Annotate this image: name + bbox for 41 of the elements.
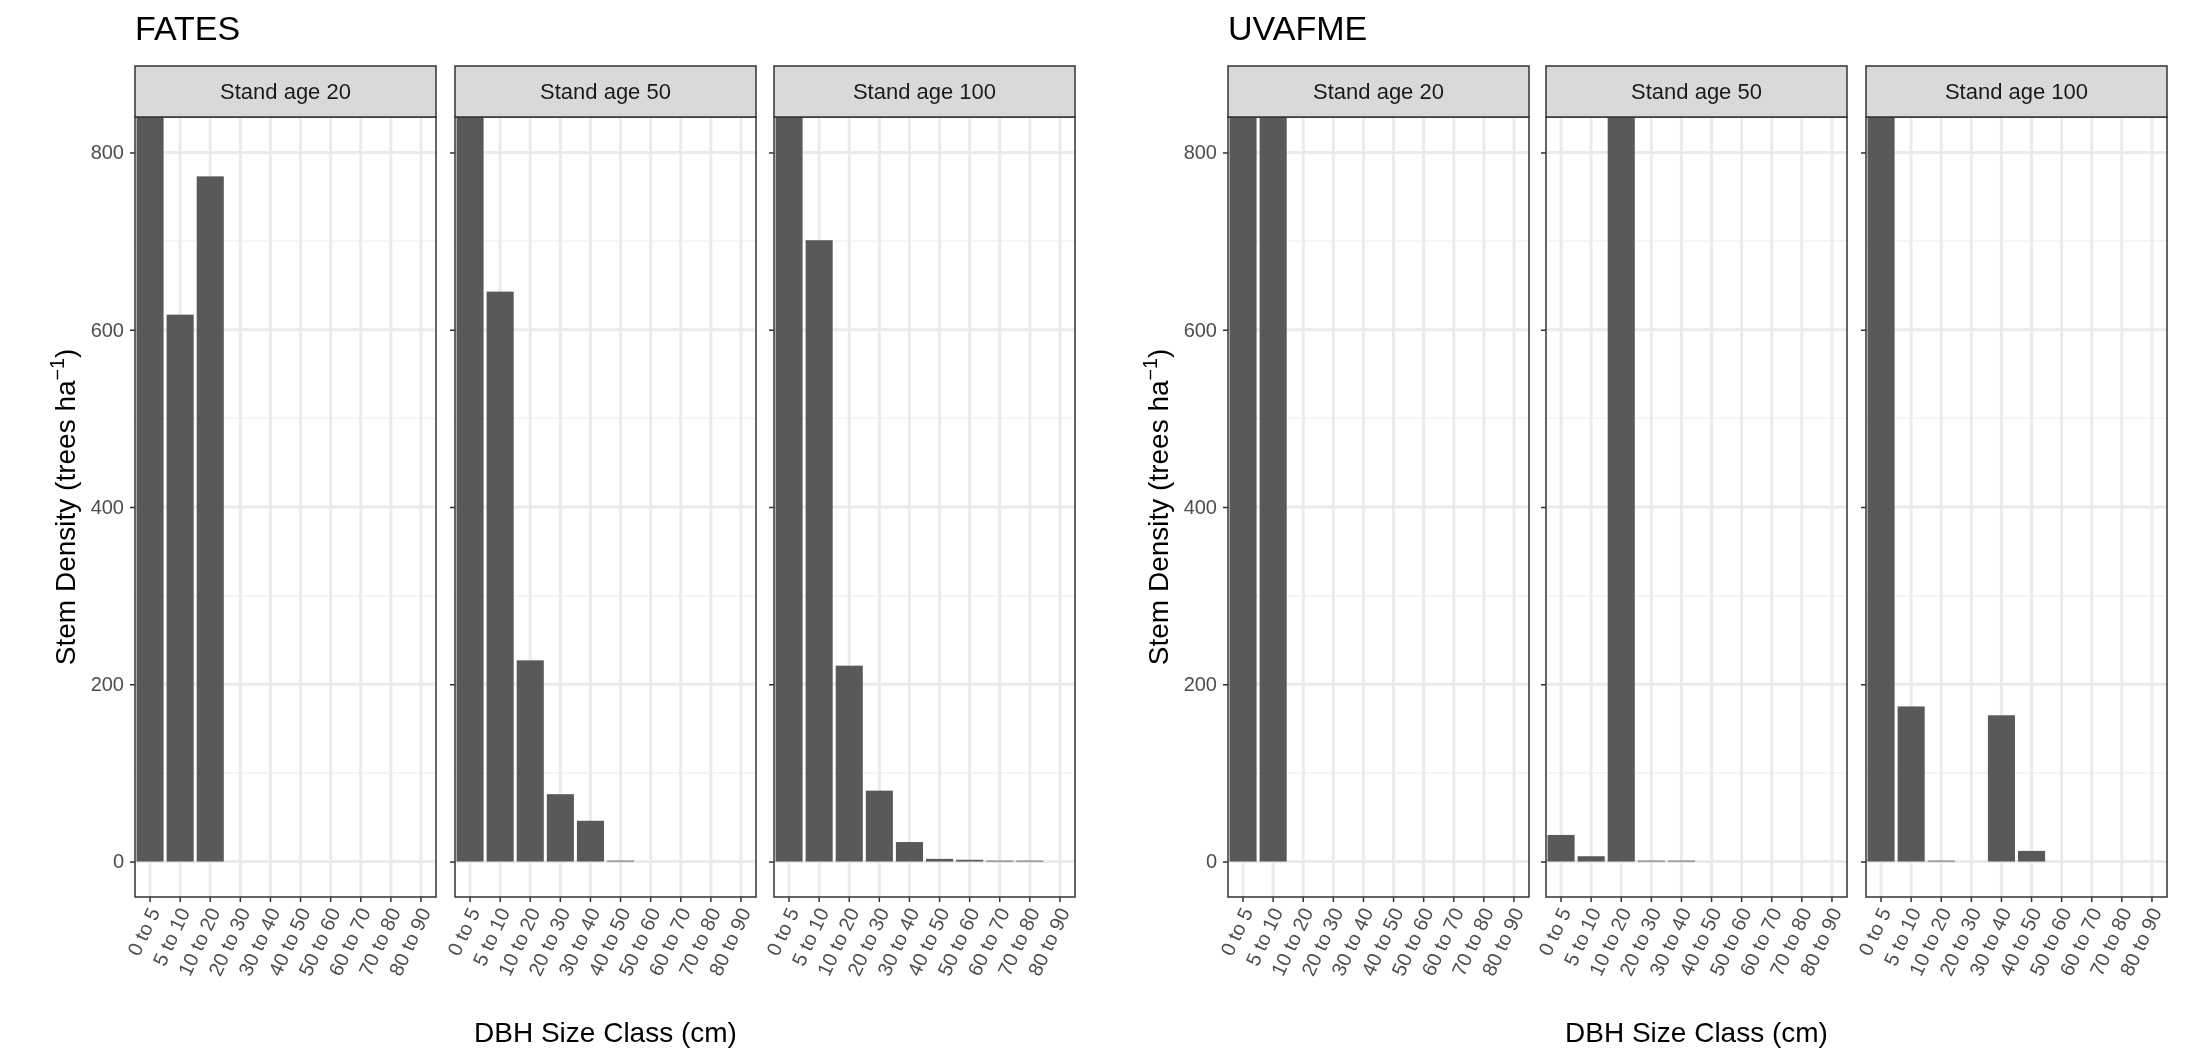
y-tick-label: 800 <box>1183 141 1217 164</box>
bar <box>486 291 514 862</box>
chart-title: Stand age 20 <box>1313 79 1444 104</box>
bar <box>865 790 893 862</box>
bar <box>516 660 544 862</box>
text: FATES <box>135 9 241 47</box>
y-tick-label: 600 <box>1183 318 1217 341</box>
bar <box>835 665 863 862</box>
bar <box>546 794 574 862</box>
chart-title: Stand age 100 <box>1944 79 2089 104</box>
text: UVAFME <box>1228 9 1368 47</box>
bar <box>926 858 954 862</box>
bar <box>196 176 224 862</box>
bar <box>1607 117 1635 862</box>
bar <box>576 820 604 862</box>
bar <box>136 117 164 862</box>
chart-title: Stand age 50 <box>540 79 671 104</box>
y-tick-label: 0 <box>112 850 124 873</box>
y-tick-label: 400 <box>90 495 124 518</box>
bar <box>1547 834 1575 862</box>
bar <box>775 117 803 862</box>
bar <box>895 842 923 862</box>
x-axis-title: DBH Size Class (cm) <box>1565 1017 1828 1048</box>
bar <box>166 314 194 862</box>
bar <box>1867 117 1895 862</box>
bar <box>456 117 484 862</box>
bar <box>1987 715 2015 862</box>
chart-title: Stand age 100 <box>852 79 997 104</box>
y-tick-label: 0 <box>1205 850 1217 873</box>
bar <box>805 240 833 862</box>
chart-title: Stand age 50 <box>1631 79 1762 104</box>
bar <box>1897 706 1925 862</box>
y-tick-label: 200 <box>1183 673 1217 696</box>
bar <box>1577 856 1605 862</box>
chart-title: Stand age 20 <box>220 79 351 104</box>
x-axis-title: DBH Size Class (cm) <box>474 1017 737 1048</box>
y-tick-label: 200 <box>90 673 124 696</box>
y-tick-label: 800 <box>90 141 124 164</box>
y-tick-label: 600 <box>90 318 124 341</box>
bar <box>2018 850 2046 862</box>
y-tick-label: 400 <box>1183 495 1217 518</box>
